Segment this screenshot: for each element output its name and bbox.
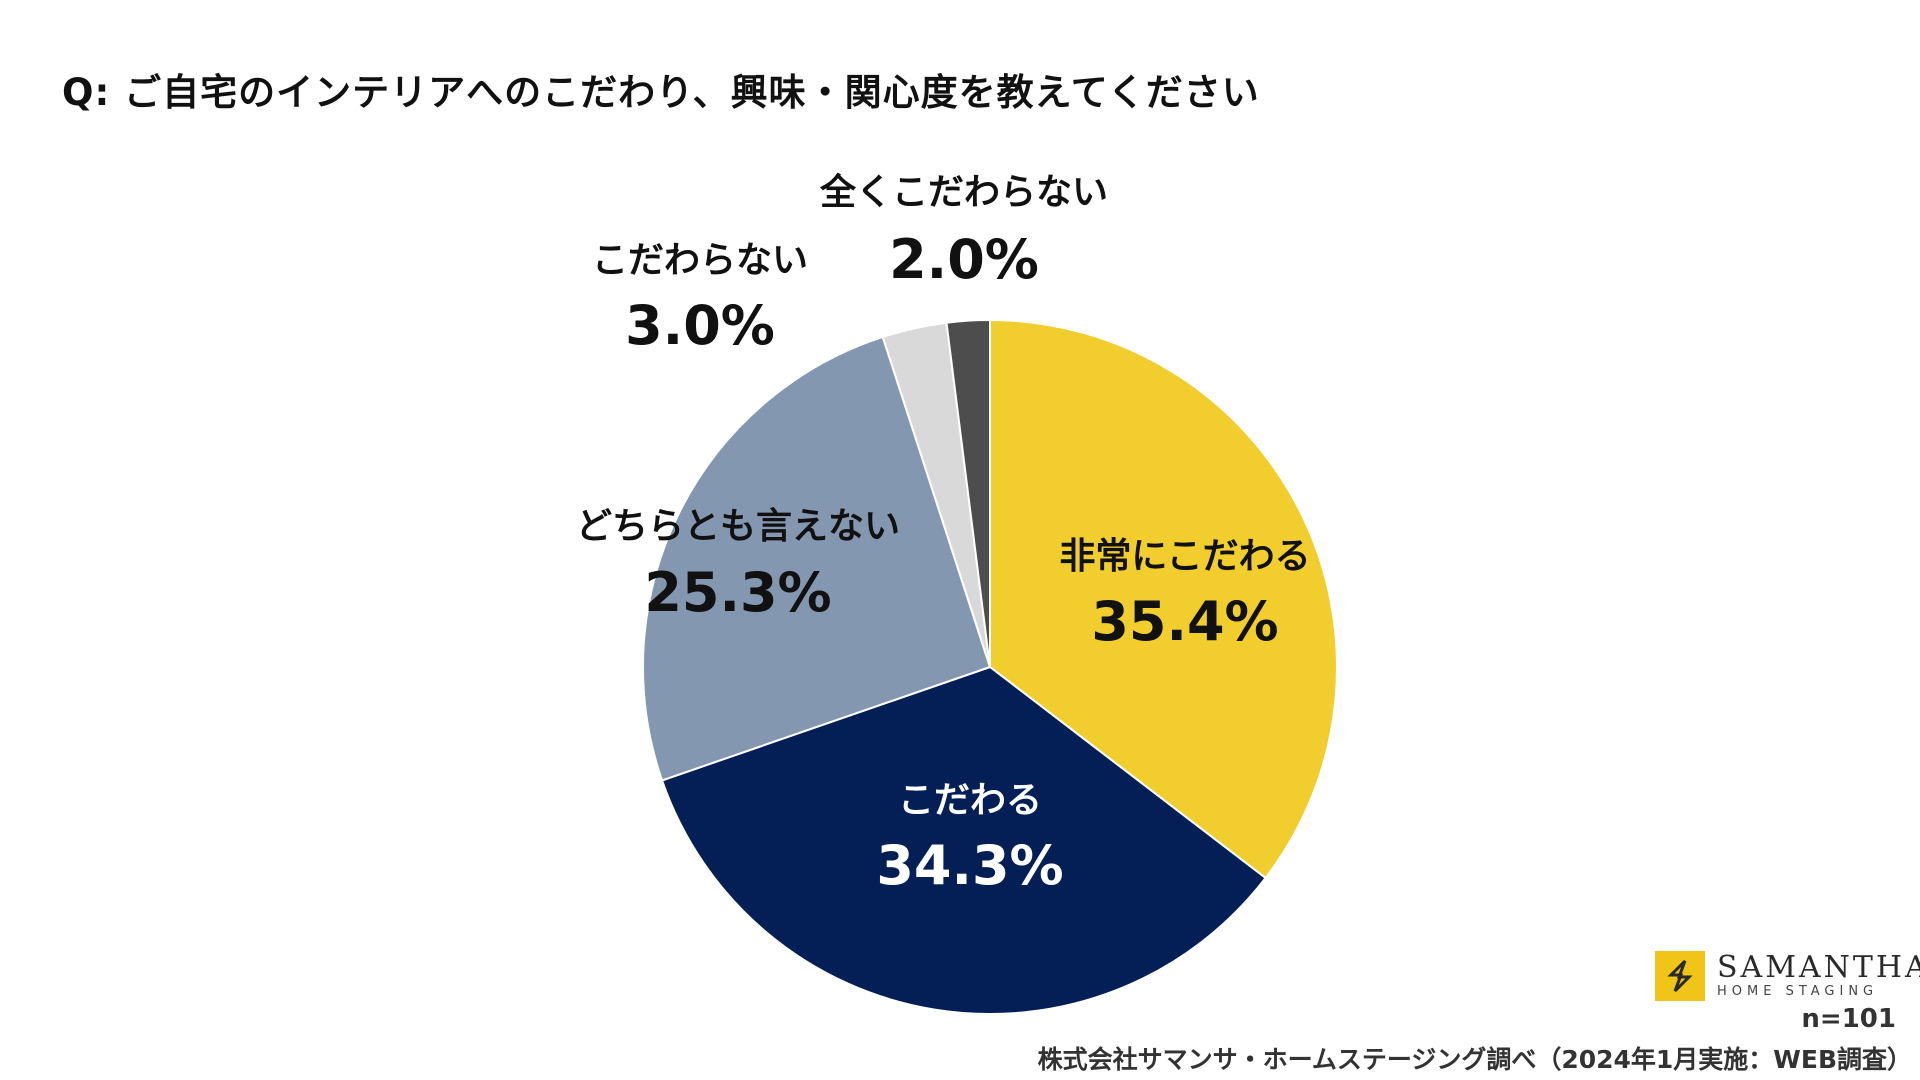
source-note: 株式会社サマンサ・ホームステージング調べ（2024年1月実施：WEB調査） — [1037, 1045, 1912, 1074]
slice-value-label-3: 25.3% — [644, 561, 831, 624]
pie-labels: 非常にこだわる 35.4% こだわる 34.3% どちらとも言えない 25.3% こだわらな… — [576, 171, 1311, 897]
slice-value-label-4: 3.0% — [625, 294, 775, 357]
slice-name-label-5: 全くこだわらない — [819, 171, 1108, 213]
pie-slice-1 — [989, 318, 1338, 880]
slice-value-label-5: 2.0% — [889, 228, 1039, 291]
slice-name-label-2: こだわる — [898, 780, 1042, 821]
sample-size: n=101 — [1801, 1004, 1896, 1034]
question-title: Q: ご自宅のインテリアへのこだわり、興味・関心度を教えてください — [62, 71, 1260, 114]
slice-value-label-1: 35.4% — [1091, 590, 1278, 653]
logo-mark-icon — [1655, 951, 1705, 1001]
logo-name: SAMANTHA — [1717, 950, 1920, 985]
slice-value-label-2: 34.3% — [876, 834, 1063, 897]
logo-glyph-icon — [1667, 959, 1693, 993]
logo-subtitle: HOME STAGING — [1717, 984, 1879, 999]
slice-name-label-4: こだわらない — [592, 240, 808, 281]
pie-slice-5 — [945, 318, 991, 668]
pie-slices — [642, 318, 1338, 1015]
slice-name-label-3: どちらとも言えない — [576, 506, 900, 547]
pie-slice-2 — [660, 665, 1267, 1015]
company-logo: SAMANTHA HOME STAGING — [1655, 948, 1920, 1004]
slice-name-label-1: 非常にこだわる — [1059, 536, 1310, 577]
pie-slice-3 — [642, 335, 992, 782]
